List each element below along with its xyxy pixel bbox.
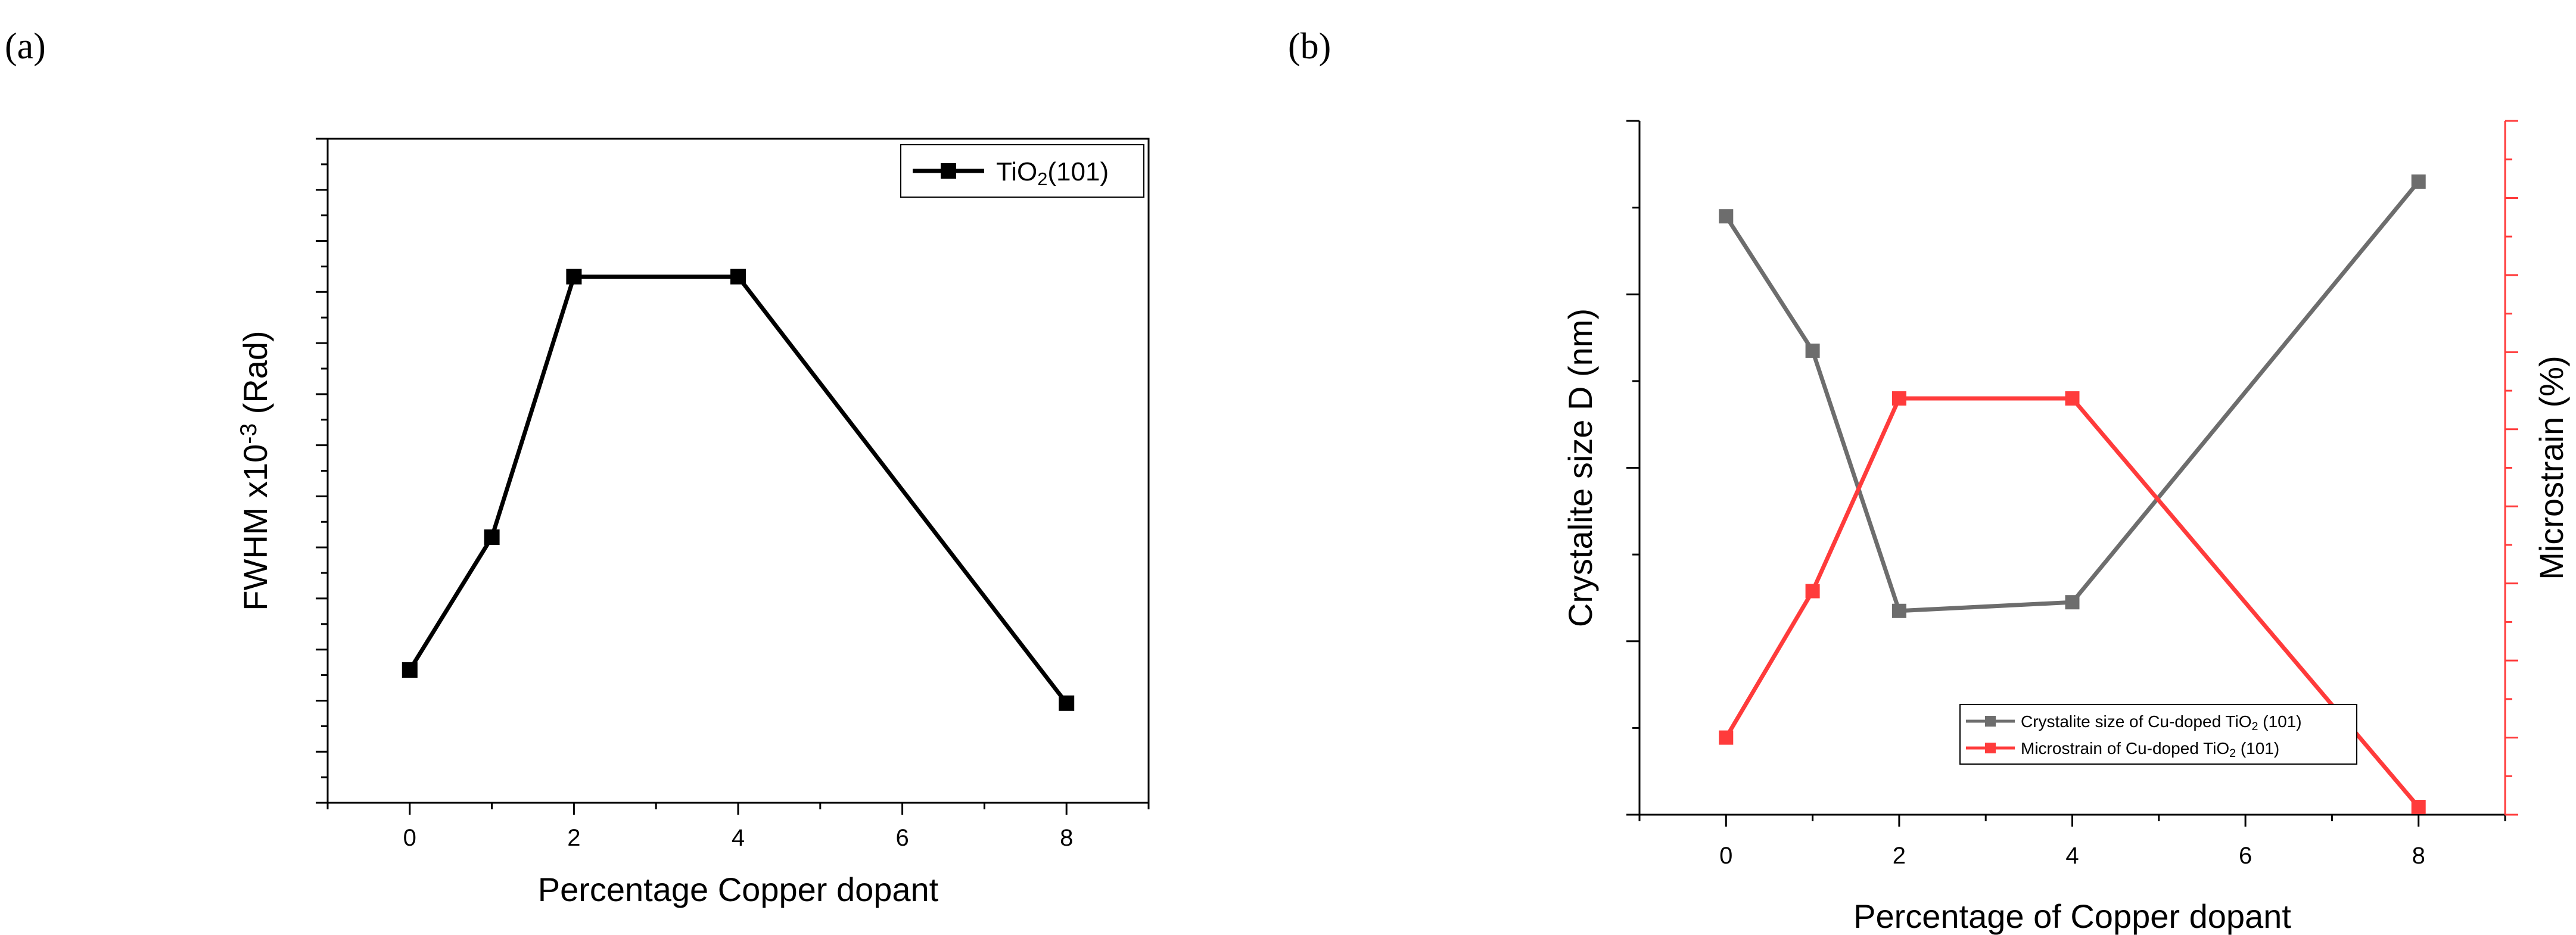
data-point-tio2 <box>402 662 418 678</box>
legend-label-crystallite-tail: (101) <box>2258 712 2301 731</box>
panel-label-b: (b) <box>1288 26 1331 67</box>
panel-label-a: (a) <box>5 26 46 67</box>
data-point-crystallite <box>1891 603 1906 618</box>
plot-frame-a <box>326 138 1150 804</box>
y-left-axis-title-b: Crystalite size D (nm) <box>1561 308 1599 627</box>
chart-a-fwhm: 0 2 4 6 8 Percentage Copper dopant FWHM x10-3 … <box>236 138 1150 908</box>
data-point-tio2 <box>484 529 500 545</box>
data-point-crystallite <box>1805 343 1820 358</box>
legend-label-microstrain-tail: (101) <box>2236 739 2279 758</box>
x-tick-label-b: 8 <box>2412 843 2425 869</box>
legend-label-crystallite: Crystalite size of Cu-doped TiO2 (101) <box>2021 712 2302 733</box>
x-tick-label-b: 2 <box>1893 843 1906 869</box>
legend-label-microstrain-base: Microstrain of Cu-doped TiO <box>2021 739 2229 758</box>
data-point-microstrain <box>2065 391 2080 406</box>
data-point-microstrain <box>1719 730 1734 745</box>
legend-label-crystallite-sub: 2 <box>2252 720 2258 733</box>
legend-label-tio2-sub: 2 <box>1037 169 1047 189</box>
legend-label-tio2-base: TiO <box>996 157 1037 186</box>
y-right-axis-title-b: Microstrain (%) <box>2533 356 2570 579</box>
y-axis-title-a: FWHM x10-3 (Rad) <box>236 331 274 610</box>
x-tick-label-b: 6 <box>2239 843 2252 869</box>
data-point-crystallite <box>2065 595 2080 610</box>
y-axis-title-a-base: FWHM x10 <box>237 444 274 611</box>
x-axis-title-b: Percentage of Copper dopant <box>1853 897 2291 935</box>
data-point-microstrain <box>1891 391 1906 406</box>
series-line-tio2 <box>407 275 1068 705</box>
legend-label-tio2: TiO2(101) <box>996 157 1109 189</box>
legend-box-b <box>1959 704 2357 765</box>
data-point-microstrain <box>1805 584 1820 599</box>
x-tick-label-a: 0 <box>403 825 416 851</box>
y-axis-title-a-tail: (Rad) <box>237 331 274 423</box>
legend-label-crystallite-base: Crystalite size of Cu-doped TiO <box>2021 712 2252 731</box>
data-point-tio2 <box>1059 695 1075 711</box>
data-point-crystallite <box>1719 209 1734 224</box>
x-tick-label-b: 4 <box>2065 843 2079 869</box>
data-point-tio2 <box>730 269 746 285</box>
data-point-crystallite <box>2411 174 2426 189</box>
legend-marker-tio2 <box>941 163 956 179</box>
y-axis-title-a-sup: -3 <box>236 423 262 444</box>
legend-marker-crystallite <box>1985 716 1996 727</box>
x-tick-label-a: 6 <box>895 825 909 851</box>
chart-b-crystallite-microstrain: 0 2 4 6 8 Percentage of Copper dopant Crystali… <box>1561 120 2570 935</box>
x-tick-label-a: 8 <box>1060 825 1073 851</box>
data-point-microstrain <box>2411 800 2426 815</box>
x-tick-label-b: 0 <box>1719 843 1732 869</box>
x-tick-label-a: 4 <box>732 825 745 851</box>
legend-label-microstrain: Microstrain of Cu-doped TiO2 (101) <box>2021 739 2279 760</box>
data-point-tio2 <box>566 269 582 285</box>
x-tick-label-a: 2 <box>567 825 580 851</box>
legend-label-tio2-tail: (101) <box>1047 157 1109 186</box>
x-axis-title-a: Percentage Copper dopant <box>538 871 939 908</box>
legend-label-microstrain-sub: 2 <box>2229 747 2236 760</box>
legend-marker-microstrain <box>1985 743 1996 753</box>
